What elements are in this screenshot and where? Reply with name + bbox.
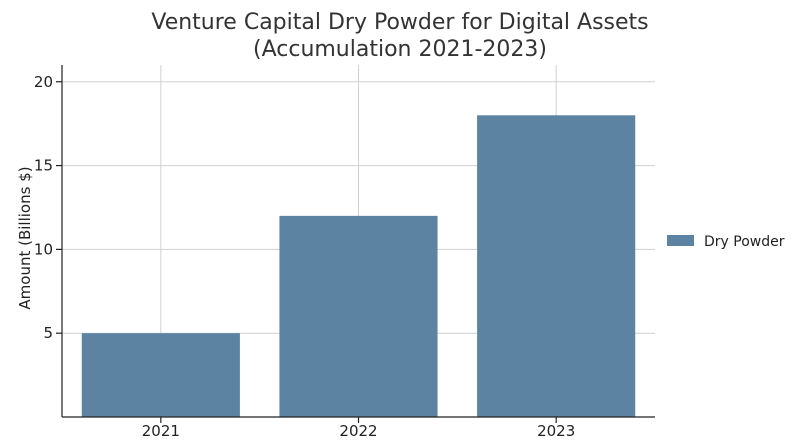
bars [81, 115, 636, 418]
bar [279, 215, 438, 417]
y-axis-label: Amount (Billions $) [16, 166, 34, 309]
y-axis-ticks: 5 10 15 20 [34, 73, 62, 342]
bar [477, 115, 636, 418]
legend: Dry Powder [667, 234, 785, 250]
y-tick-label: 5 [43, 324, 53, 342]
chart-title: Venture Capital Dry Powder for Digital A… [151, 10, 648, 35]
x-tick-label: 2023 [537, 422, 575, 440]
x-axis-ticks: 2021 2022 2023 [142, 417, 575, 440]
x-tick-label: 2022 [339, 422, 377, 440]
y-tick-label: 15 [34, 157, 53, 175]
chart-subtitle: (Accumulation 2021-2023) [253, 37, 547, 62]
y-tick-label: 10 [34, 240, 53, 258]
bar [81, 333, 240, 417]
legend-swatch [667, 235, 694, 246]
x-tick-label: 2021 [142, 422, 180, 440]
y-tick-label: 20 [34, 73, 53, 91]
legend-label: Dry Powder [704, 234, 785, 250]
